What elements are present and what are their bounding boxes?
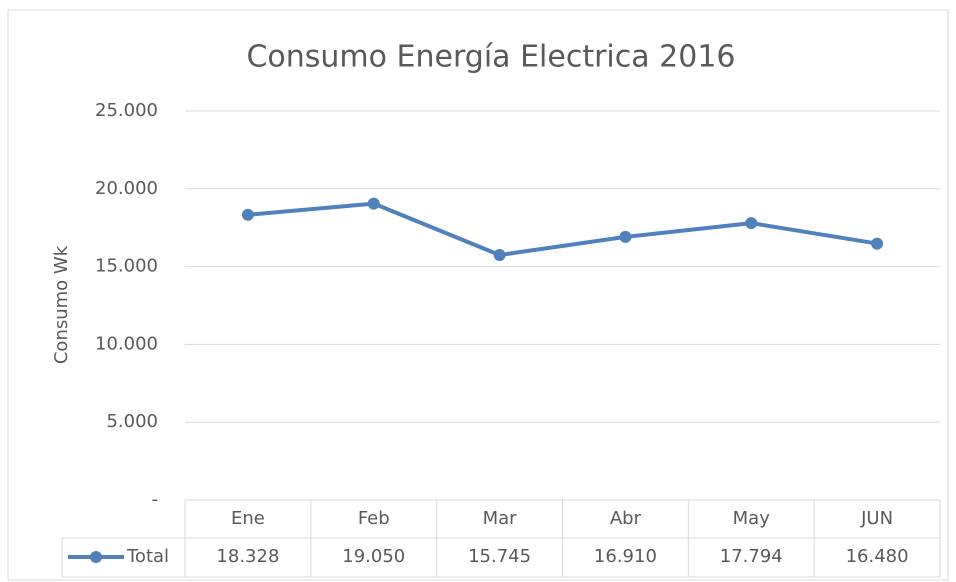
y-tick-label: 20.000 bbox=[95, 178, 158, 199]
data-point bbox=[619, 230, 632, 243]
x-tick-label: Mar bbox=[483, 508, 518, 529]
x-tick-label: Feb bbox=[358, 508, 390, 529]
data-table-value: 17.794 bbox=[720, 546, 783, 567]
y-tick-label: 5.000 bbox=[106, 411, 158, 432]
data-table-value: 15.745 bbox=[468, 546, 531, 567]
data-point bbox=[745, 217, 758, 230]
y-tick-label: - bbox=[152, 489, 159, 510]
data-table-value: 18.328 bbox=[216, 546, 279, 567]
series-line bbox=[247, 201, 878, 258]
data-table-value: 16.910 bbox=[594, 546, 657, 567]
y-tick-label: 25.000 bbox=[95, 100, 158, 121]
y-tick-label: 15.000 bbox=[95, 256, 158, 277]
y-tick-label: 10.000 bbox=[95, 333, 158, 354]
x-tick-label: JUN bbox=[860, 508, 893, 529]
data-point bbox=[241, 208, 254, 221]
chart-border bbox=[7, 9, 949, 581]
chart-title: Consumo Energía Electrica 2016 bbox=[246, 40, 735, 75]
data-point bbox=[367, 197, 380, 210]
legend-label: Total bbox=[126, 546, 169, 567]
data-table-value: 19.050 bbox=[342, 546, 405, 567]
data-point bbox=[871, 237, 884, 250]
data-table-value: 16.480 bbox=[846, 546, 909, 567]
data-point bbox=[493, 249, 506, 262]
x-tick-label: Ene bbox=[231, 508, 265, 529]
y-axis-label: Consumo Wk bbox=[51, 245, 72, 364]
x-tick-label: May bbox=[733, 508, 771, 529]
x-tick-label: Abr bbox=[610, 508, 642, 529]
legend-key-marker bbox=[90, 551, 102, 563]
